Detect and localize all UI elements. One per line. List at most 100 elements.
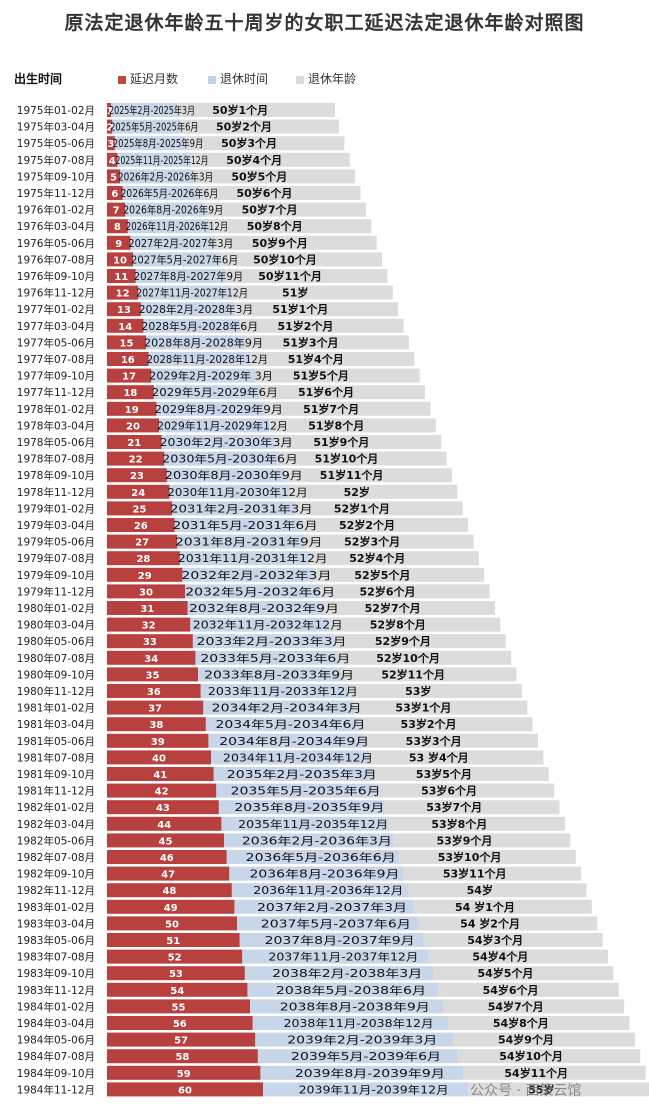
data-label-delay: 12: [116, 289, 130, 300]
bar-retire-age: [220, 252, 383, 267]
bar-retire-age: [299, 518, 469, 532]
data-label-retire-time: 2036年8月-2036年9月: [249, 868, 399, 881]
bar-delay-months: [107, 219, 128, 234]
data-label-retire-age: 54岁7个月: [488, 999, 544, 1013]
bar-retire-age: [250, 352, 415, 366]
category-label: 1978年01-02月: [17, 403, 95, 416]
bar-retire-time: [133, 252, 221, 267]
bar-retire-age: [453, 1032, 635, 1047]
data-label-delay: 46: [160, 853, 174, 864]
bar-retire-time: [153, 385, 260, 400]
data-label-retire-time: 2034年2月-2034年3月: [212, 702, 362, 715]
bar-delay-months: [107, 418, 159, 433]
data-label-delay: 33: [143, 637, 157, 648]
data-label-retire-age: 54岁10个月: [499, 1049, 563, 1063]
bar-retire-time: [174, 518, 300, 532]
bar-retire-age: [378, 783, 555, 798]
bar-retire-age: [210, 219, 372, 234]
data-label-retire-time: 2033年11月-2033年12月: [208, 685, 358, 698]
bar-retire-age: [428, 949, 608, 964]
data-label-retire-age: 53岁7个月: [426, 800, 482, 814]
data-label-retire-time: 2037年5月-2037年6月: [261, 917, 411, 930]
bar-delay-months: [107, 816, 222, 831]
data-label-retire-age: 52岁5个月: [354, 568, 410, 582]
data-label-retire-time: 2026年8月-2026年9月: [123, 204, 223, 217]
data-label-retire-age: 52岁10个月: [376, 651, 440, 665]
category-label: 1976年07-08月: [17, 253, 95, 266]
data-label-retire-age: 51岁7个月: [303, 402, 359, 416]
bar-retire-age: [225, 269, 388, 283]
bar-retire-time: [216, 783, 379, 798]
bar-delay-months: [107, 800, 219, 815]
bar-retire-age: [245, 335, 409, 350]
category-label: 1975年01-02月: [17, 104, 95, 117]
data-label-delay: 34: [144, 654, 158, 665]
data-label-delay: 47: [161, 870, 175, 881]
bar-retire-time: [244, 966, 434, 981]
data-label-delay: 32: [142, 621, 156, 632]
bar-delay-months: [107, 966, 245, 981]
bar-retire-time: [135, 269, 226, 283]
bar-retire-age: [294, 501, 463, 516]
data-label-delay: 59: [177, 1069, 191, 1080]
data-label-retire-age: 53岁3个月: [406, 734, 462, 748]
bar-retire-time: [143, 318, 241, 333]
category-label: 1977年09-10月: [17, 370, 95, 383]
category-label: 1975年03-04月: [17, 121, 95, 134]
bar-delay-months: [107, 783, 217, 798]
data-label-retire-age: 50岁8个月: [247, 219, 303, 233]
category-label: 1979年11-12月: [17, 585, 95, 598]
bar-retire-time: [146, 335, 246, 350]
bar-delay-months: [107, 733, 209, 748]
data-label-delay: 11: [114, 272, 128, 283]
category-label: 1982年05-06月: [17, 834, 95, 847]
category-label: 1984年05-06月: [17, 1034, 95, 1047]
data-label-retire-time: 2036年5月-2036年6月: [246, 851, 396, 864]
bar-retire-age: [284, 468, 452, 483]
bar-retire-time: [208, 733, 365, 748]
data-label-retire-age: 51岁6个月: [298, 385, 354, 399]
bar-retire-age: [408, 883, 587, 898]
bar-delay-months: [107, 916, 237, 931]
category-label: 1981年03-04月: [17, 718, 95, 731]
data-label-retire-time: 2038年2月-2038年3月: [272, 967, 422, 980]
data-label-retire-time: 2028年8月-2028年9月: [144, 336, 263, 349]
category-label: 1984年01-02月: [17, 1000, 95, 1013]
bar-retire-time: [164, 451, 280, 466]
category-label: 1979年09-10月: [17, 569, 95, 582]
data-label-retire-age: 51岁10个月: [315, 452, 379, 466]
category-label: 1977年05-06月: [17, 336, 95, 349]
data-label-retire-time: 2029年11月-2029年12月: [157, 419, 288, 432]
category-label: 1976年01-02月: [17, 204, 95, 217]
category-label: 1979年01-02月: [17, 502, 95, 515]
bar-retire-time: [234, 899, 414, 914]
bar-retire-age: [215, 235, 377, 250]
bar-delay-months: [107, 567, 183, 582]
data-label-delay: 25: [133, 504, 147, 515]
data-label-retire-age: 50岁11个月: [258, 269, 322, 283]
bar-delay-months: [107, 285, 139, 300]
bar-retire-age: [190, 152, 350, 167]
data-label-retire-time: 2027年2月-2027年3月: [128, 237, 233, 250]
bar-retire-time: [239, 933, 424, 947]
legend-swatch-retire-time: [208, 75, 216, 84]
data-label-retire-time: 2028年11月-2028年12月: [147, 353, 268, 366]
bar-retire-age: [177, 103, 335, 117]
bar-retire-age: [359, 717, 533, 732]
bar-retire-age: [398, 850, 576, 864]
bar-retire-time: [203, 700, 355, 715]
bar-delay-months: [107, 899, 235, 914]
data-label-delay: 3: [107, 139, 114, 150]
data-label-retire-age: 54岁3个月: [467, 933, 523, 947]
data-label-delay: 16: [121, 355, 135, 366]
category-label: 1978年11-12月: [17, 486, 95, 499]
bar-delay-months: [107, 584, 185, 599]
data-label-delay: 56: [173, 1019, 187, 1030]
data-label-delay: 41: [153, 770, 167, 781]
data-label-retire-age: 54岁9个月: [498, 1033, 554, 1047]
bar-delay-months: [107, 1049, 258, 1064]
data-label-delay: 4: [109, 156, 116, 167]
category-label: 1980年11-12月: [17, 685, 95, 698]
data-label-retire-time: 2035年2月-2035年3月: [227, 768, 377, 781]
bar-retire-age: [185, 136, 345, 151]
